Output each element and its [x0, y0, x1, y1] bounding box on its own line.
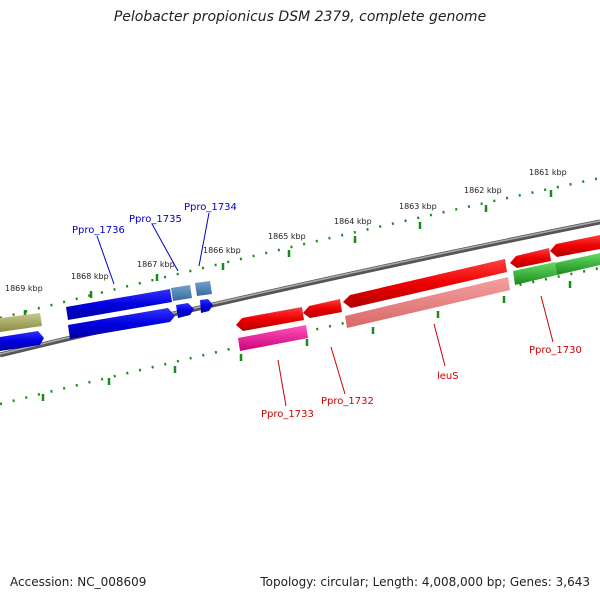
leader-lines	[96, 212, 554, 407]
map-title: Pelobacter propionicus DSM 2379, complet…	[113, 9, 487, 25]
gene-blue-inner-3[interactable]	[200, 299, 213, 313]
kbp-label: 1868 kbp	[71, 272, 109, 281]
gene-label-ppro_1734: Ppro_1734	[184, 202, 237, 213]
kbp-label: 1864 kbp	[334, 217, 372, 226]
gene-green[interactable]	[513, 262, 557, 285]
kbp-label: 1861 kbp	[529, 168, 567, 177]
kbp-label: 1866 kbp	[203, 246, 241, 255]
gene-ppro_1734[interactable]	[195, 281, 212, 296]
kbp-label: 1863 kbp	[399, 202, 437, 211]
gene-red-rev-1[interactable]	[236, 307, 304, 331]
gene-label-ppro_1730: Ppro_1730	[529, 345, 582, 356]
gene-red-rev-2[interactable]	[510, 248, 551, 268]
gene-blue-inner[interactable]	[68, 308, 175, 339]
kbp-label: 1862 kbp	[464, 186, 502, 195]
gene-label-leus: leuS	[437, 371, 459, 382]
gene-ppro_1736[interactable]	[66, 289, 172, 320]
gene-label-ppro_1733: Ppro_1733	[261, 409, 314, 420]
gene-blue-small-left[interactable]	[0, 331, 44, 351]
gene-ppro_1733[interactable]	[238, 325, 308, 351]
gene-leus[interactable]	[343, 259, 507, 308]
kbp-label: 1867 kbp	[137, 260, 175, 269]
gene-olive[interactable]	[0, 313, 42, 332]
kbp-label: 1865 kbp	[268, 232, 306, 241]
accession-label: Accession: NC_008609	[10, 575, 147, 589]
gene-ppro_1730[interactable]	[555, 253, 600, 275]
outer-major-ticks	[23, 190, 553, 316]
gene-label-ppro_1735: Ppro_1735	[129, 214, 182, 225]
gene-label-ppro_1736: Ppro_1736	[72, 225, 125, 236]
kbp-label: 1869 kbp	[5, 284, 43, 293]
gene-ppro_1732[interactable]	[303, 299, 342, 318]
genome-summary: Topology: circular; Length: 4,008,000 bp…	[260, 575, 590, 589]
gene-pink[interactable]	[345, 277, 510, 328]
gene-red-rev-3[interactable]	[550, 235, 600, 257]
gene-blue-inner-2[interactable]	[176, 303, 194, 318]
gene-ppro_1735[interactable]	[171, 285, 192, 301]
gene-label-ppro_1732: Ppro_1732	[321, 396, 374, 407]
inner-major-ticks	[41, 281, 572, 401]
